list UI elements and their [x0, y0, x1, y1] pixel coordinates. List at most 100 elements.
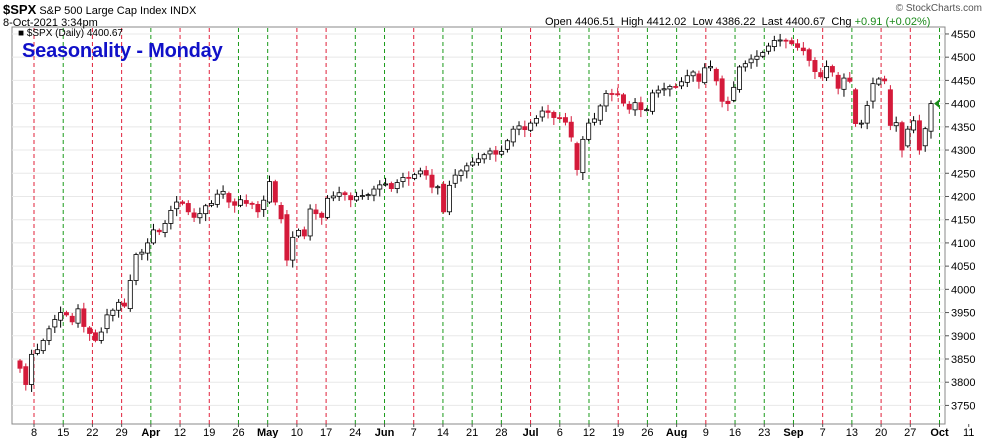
last-value: 4400.67 [785, 16, 826, 28]
candle [81, 302, 87, 333]
candle-body [58, 312, 64, 321]
candle-body [864, 105, 870, 124]
candle [818, 67, 824, 79]
candle [737, 65, 743, 93]
candle-body [278, 204, 284, 220]
candle [487, 147, 493, 160]
candle-body [911, 120, 917, 131]
candle [435, 184, 441, 195]
candle-body [574, 143, 580, 170]
candle [29, 349, 35, 392]
candle-body [708, 66, 713, 69]
index-name: S&P 500 Large Cap Index [39, 5, 167, 17]
candle [104, 308, 110, 334]
candle-body [301, 229, 307, 237]
candle-body [17, 360, 23, 369]
candle-body [893, 122, 899, 127]
candle [150, 223, 156, 245]
candle [586, 118, 592, 142]
candle [673, 83, 679, 89]
open-label: Open [545, 16, 572, 28]
candle-body [191, 212, 197, 218]
x-tick-label: 19 [203, 427, 215, 438]
y-tick-label: 4500 [951, 52, 975, 64]
symbol-label: $SPX [3, 2, 37, 17]
candle-body [766, 45, 772, 52]
candle-body [412, 174, 418, 179]
x-tick-label: Aug [666, 427, 687, 438]
candle [493, 146, 499, 162]
candle-body [75, 308, 81, 324]
candle [719, 75, 725, 108]
candle [208, 200, 214, 208]
x-tick-label: 7 [411, 427, 417, 438]
candle-body [516, 125, 522, 130]
candle [725, 96, 731, 112]
candle-body [475, 158, 481, 163]
candle [406, 171, 412, 186]
candle-body [243, 200, 249, 204]
candle-body [771, 40, 777, 47]
candle-body [325, 197, 331, 218]
last-price-marker [934, 99, 939, 108]
candle-body [330, 195, 336, 199]
candle [52, 314, 58, 333]
candle-body [92, 332, 98, 341]
candle [777, 33, 783, 47]
candle [301, 226, 307, 240]
candle [220, 185, 226, 199]
candle [824, 60, 830, 81]
candle-body [580, 138, 586, 173]
candle [232, 198, 238, 213]
candle-body [690, 71, 696, 77]
candle-body [98, 331, 104, 341]
candle-body [806, 49, 812, 61]
y-tick-label: 3800 [951, 377, 975, 389]
candle [742, 60, 748, 72]
candle-body [504, 140, 510, 150]
candle [388, 181, 394, 192]
chart-header: $SPX S&P 500 Large Cap Index INDX [3, 2, 196, 17]
x-tick-label: Jul [523, 427, 539, 438]
candle [916, 114, 922, 155]
candle [899, 120, 905, 158]
candle-body [487, 150, 493, 155]
candle [127, 274, 133, 312]
candle-body [429, 174, 435, 188]
candle [394, 179, 400, 194]
candle [800, 42, 806, 56]
candle [342, 190, 348, 201]
candle-body [557, 117, 563, 120]
candle-body [522, 126, 528, 131]
legend-swatch-icon: ■ [18, 28, 25, 39]
candle-body [882, 78, 888, 82]
candle [829, 64, 835, 77]
candle-body [342, 192, 348, 196]
candle-body [255, 203, 261, 213]
candle-body [551, 112, 557, 118]
candle [156, 228, 162, 236]
candle [911, 116, 917, 134]
x-tick-label: 24 [349, 427, 361, 438]
candle-body [887, 89, 893, 126]
candle-body [423, 170, 429, 176]
candle [185, 200, 191, 216]
candle [591, 112, 597, 126]
candle [58, 306, 64, 328]
x-tick-label: Apr [141, 427, 161, 438]
candle [116, 299, 122, 318]
candle [754, 50, 760, 67]
x-tick-label: 29 [116, 427, 128, 438]
candle-body [116, 301, 122, 311]
candle [179, 200, 185, 206]
candle-body [673, 86, 679, 88]
x-tick-label: 14 [437, 427, 449, 438]
candle-body [261, 199, 267, 210]
candle-body [568, 121, 574, 138]
candle-body [34, 349, 40, 354]
candle [17, 358, 23, 373]
ohlc-stats: Open 4406.51 High 4412.02 Low 4386.22 La… [545, 16, 930, 28]
x-tick-label: 9 [703, 427, 709, 438]
candle [708, 60, 713, 72]
candle [655, 85, 661, 98]
